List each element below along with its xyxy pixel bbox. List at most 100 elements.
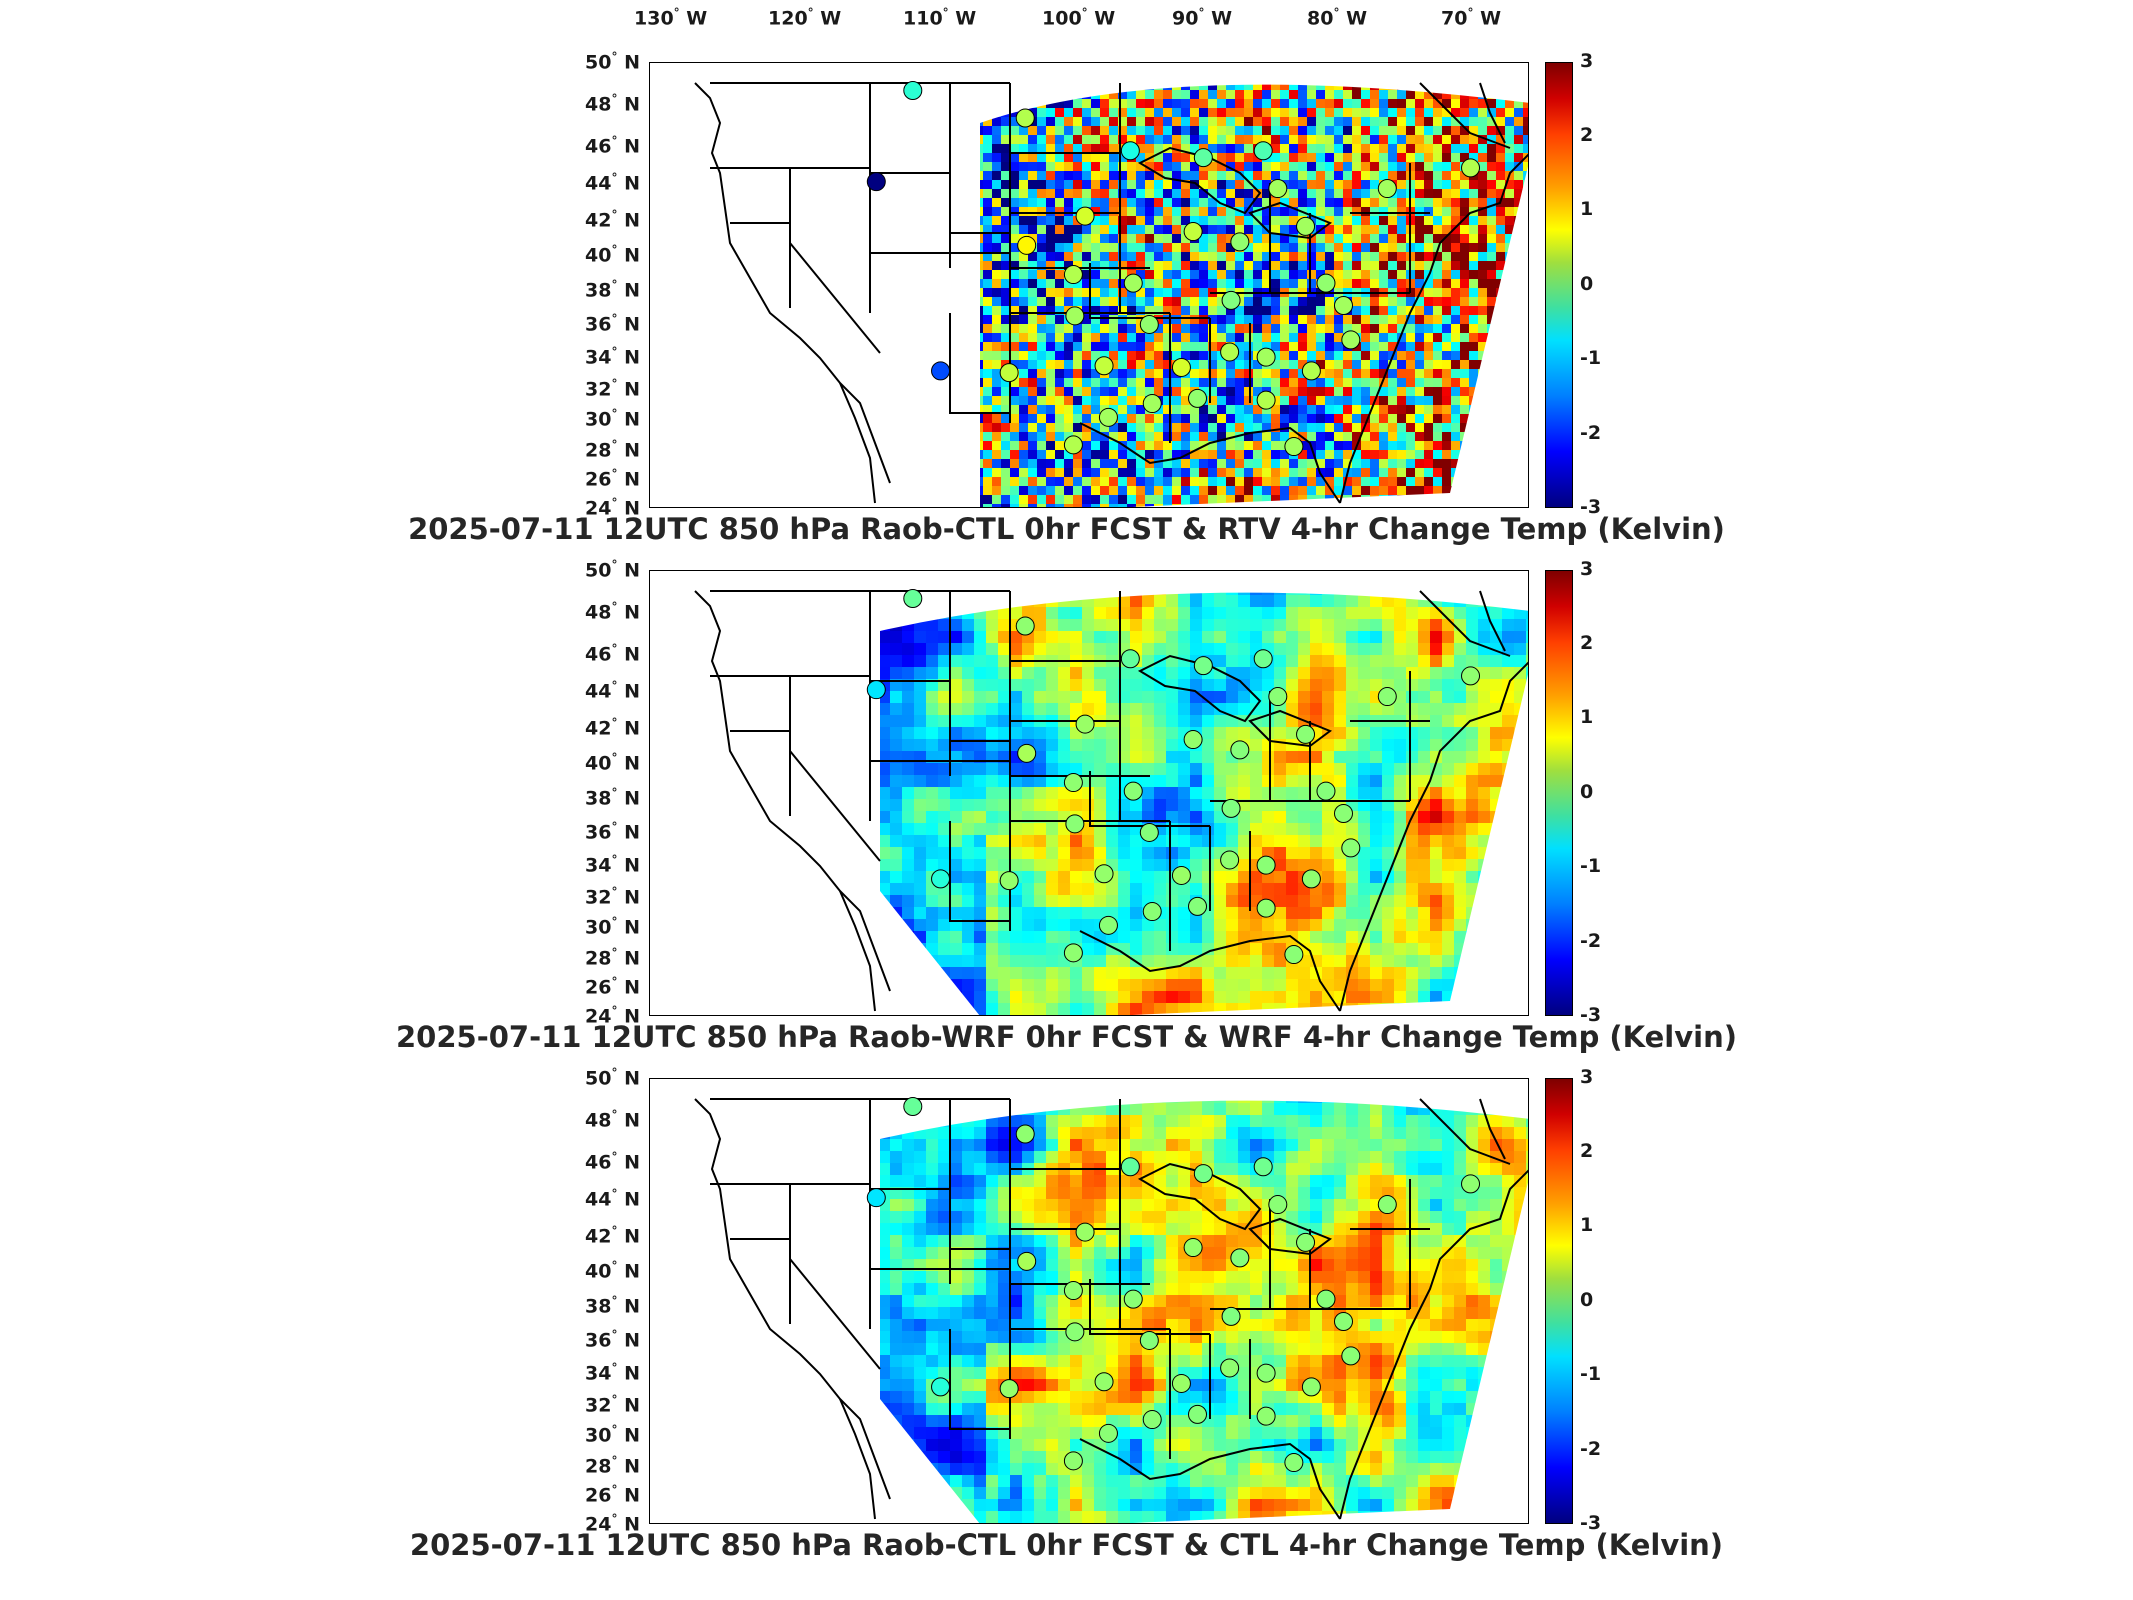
raob-site-marker (1377, 1195, 1397, 1215)
raob-site-marker (1256, 898, 1276, 918)
latitude-label: 26° N (585, 975, 640, 999)
raob-site-marker (1017, 235, 1037, 255)
raob-site-marker (903, 589, 923, 609)
raob-site-marker (1183, 1238, 1203, 1258)
raob-site-marker (1065, 814, 1085, 834)
raob-site-marker (1142, 902, 1162, 922)
raob-site-marker (1256, 855, 1276, 875)
raob-site-marker (1296, 216, 1316, 236)
colorbar-tick-label: -2 (1580, 930, 1602, 952)
raob-site-marker (1123, 273, 1143, 293)
raob-site-marker (1284, 1453, 1304, 1473)
colorbar (1545, 570, 1573, 1016)
raob-site-marker (1065, 306, 1085, 326)
raob-site-marker (1377, 687, 1397, 707)
temperature-change-field (980, 84, 1528, 507)
latitude-label: 24° N (585, 1512, 640, 1536)
raob-site-marker (931, 1377, 951, 1397)
raob-site-marker (1183, 222, 1203, 242)
raob-site-marker (1253, 141, 1273, 161)
colorbar (1545, 1078, 1573, 1524)
temperature-field-map (694, 1097, 1528, 1523)
raob-site-marker (1334, 296, 1353, 316)
colorbar-tick-label: -1 (1580, 1363, 1602, 1385)
raob-site-marker (1065, 1322, 1085, 1342)
latitude-label: 38° N (585, 786, 640, 810)
raob-site-marker (1284, 437, 1304, 457)
longitude-label: 120° W (768, 6, 842, 30)
raob-site-marker (1268, 1195, 1288, 1215)
colorbar-tick-label: 0 (1580, 273, 1594, 295)
longitude-label: 130° W (634, 6, 708, 30)
colorbar-tick-label: 2 (1580, 124, 1594, 146)
raob-site-marker (1063, 943, 1083, 963)
raob-sites (866, 81, 1481, 457)
raob-site-marker (903, 81, 923, 101)
raob-site-marker (1256, 1363, 1276, 1383)
temperature-field-map (694, 589, 1528, 1015)
colorbar-tick-label: -2 (1580, 1438, 1602, 1460)
raob-site-marker (1316, 1289, 1336, 1309)
raob-site-marker (1183, 730, 1203, 750)
latitude-label: 40° N (585, 751, 640, 775)
raob-site-marker (1220, 1358, 1240, 1378)
colorbar (1545, 62, 1573, 508)
raob-site-marker (903, 1097, 923, 1117)
raob-site-marker (1098, 1423, 1118, 1443)
raob-site-marker (1377, 179, 1397, 199)
raob-site-marker (1253, 649, 1273, 669)
longitude-label: 90° W (1172, 6, 1233, 30)
latitude-label: 50° N (585, 50, 640, 74)
latitude-label: 34° N (585, 345, 640, 369)
raob-site-marker (1253, 1157, 1273, 1177)
colorbar-tick-label: 2 (1580, 632, 1594, 654)
raob-site-marker (1230, 1248, 1250, 1268)
raob-site-marker (1296, 724, 1316, 744)
raob-site-marker (1063, 1281, 1083, 1301)
raob-site-marker (1301, 869, 1321, 889)
raob-site-marker (1316, 781, 1336, 801)
raob-site-marker (1075, 714, 1095, 734)
latitude-label: 36° N (585, 820, 640, 844)
raob-site-marker (1193, 1164, 1213, 1184)
latitude-label: 36° N (585, 1328, 640, 1352)
raob-site-marker (1171, 865, 1191, 885)
raob-site-marker (1123, 781, 1143, 801)
raob-sites (866, 589, 1481, 965)
raob-site-marker (1017, 743, 1037, 763)
map-plot-area (649, 570, 1529, 1016)
latitude-label: 36° N (585, 312, 640, 336)
latitude-label: 30° N (585, 1423, 640, 1447)
latitude-label: 32° N (585, 1393, 640, 1417)
latitude-label: 40° N (585, 243, 640, 267)
latitude-label: 46° N (585, 134, 640, 158)
latitude-label: 48° N (585, 92, 640, 116)
raob-site-marker (1256, 347, 1276, 367)
raob-site-marker (1123, 1289, 1143, 1309)
raob-site-marker (1461, 158, 1481, 178)
raob-site-marker (1098, 915, 1118, 935)
raob-site-marker (1296, 1232, 1316, 1252)
raob-site-marker (1015, 616, 1035, 636)
raob-site-marker (1230, 740, 1250, 760)
panel-title: 2025-07-11 12UTC 850 hPa Raob-CTL 0hr FC… (408, 512, 1725, 546)
raob-site-marker (1221, 1306, 1241, 1326)
colorbar-tick-label: -3 (1580, 496, 1602, 518)
colorbar-tick-label: 1 (1580, 198, 1594, 220)
raob-site-marker (1220, 342, 1240, 362)
raob-site-marker (1256, 1406, 1276, 1426)
latitude-label: 24° N (585, 496, 640, 520)
raob-site-marker (1188, 388, 1207, 408)
raob-site-marker (1188, 1404, 1207, 1424)
latitude-label: 38° N (585, 1294, 640, 1318)
raob-site-marker (1139, 822, 1159, 842)
colorbar-tick-label: 1 (1580, 706, 1594, 728)
latitude-label: 44° N (585, 171, 640, 195)
raob-site-marker (866, 680, 886, 700)
raob-site-marker (1341, 838, 1361, 858)
raob-site-marker (1063, 265, 1083, 285)
raob-site-marker (866, 172, 886, 192)
colorbar-tick-label: -1 (1580, 855, 1602, 877)
latitude-label: 44° N (585, 1187, 640, 1211)
panel-title: 2025-07-11 12UTC 850 hPa Raob-CTL 0hr FC… (409, 1528, 1724, 1562)
